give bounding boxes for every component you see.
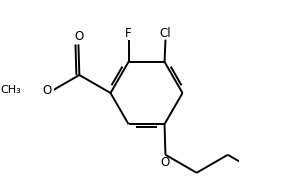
Text: O: O xyxy=(74,30,84,43)
Text: O: O xyxy=(43,84,52,97)
Text: O: O xyxy=(161,156,170,169)
Text: Cl: Cl xyxy=(160,27,171,40)
Text: CH₃: CH₃ xyxy=(1,85,21,95)
Text: F: F xyxy=(125,27,132,40)
